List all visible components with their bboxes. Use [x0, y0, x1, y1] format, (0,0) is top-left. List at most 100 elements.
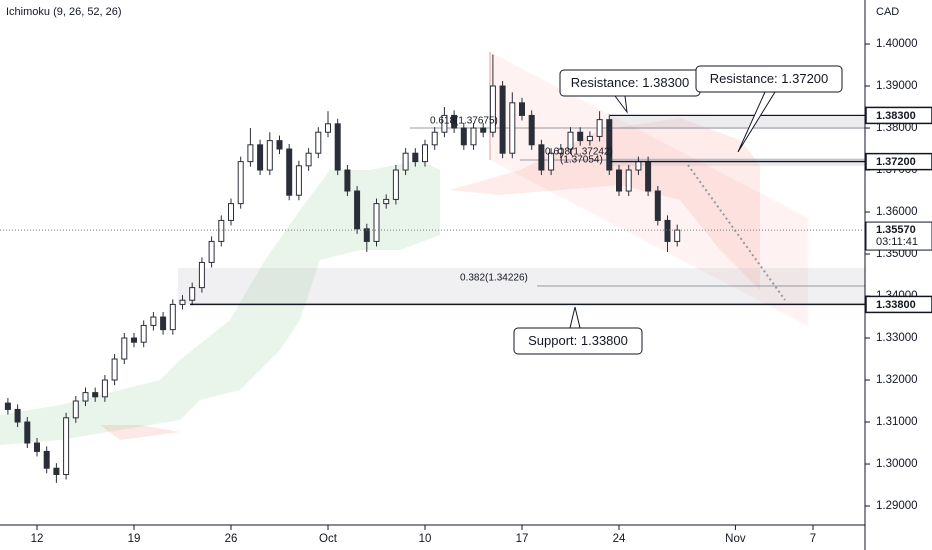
level-label-box — [865, 295, 932, 314]
fib-label: (1.37054) — [560, 155, 603, 166]
candle-body — [392, 169, 399, 200]
candle-body — [509, 102, 516, 154]
candle-body — [179, 299, 186, 305]
candle-body — [4, 402, 11, 410]
y-tick-label: 1.30000 — [876, 458, 918, 470]
candle-body — [169, 303, 176, 331]
candle-body — [344, 169, 351, 192]
candle-body — [92, 392, 99, 398]
candle-body — [227, 203, 234, 221]
candle-body — [63, 417, 70, 476]
candle-body — [237, 161, 244, 205]
x-tick-label: 17 — [516, 533, 529, 545]
candle-body — [160, 316, 167, 331]
candle-body — [53, 467, 60, 476]
candle-body — [305, 152, 312, 167]
candle-body — [635, 161, 642, 171]
candle-body — [373, 203, 380, 242]
candle-body — [286, 148, 293, 196]
candle-body — [654, 190, 661, 221]
x-tick-label: 24 — [613, 533, 626, 545]
callout-text: Resistance: 1.37200 — [710, 71, 829, 86]
candle-body — [247, 144, 254, 163]
candle-body — [189, 287, 196, 301]
countdown: 03:11:41 — [876, 236, 918, 248]
candle-body — [431, 131, 438, 146]
callout-text: Resistance: 1.38300 — [571, 75, 690, 90]
candle-body — [625, 169, 632, 192]
callout-box — [695, 65, 843, 93]
level-label: 1.38300 — [876, 110, 916, 122]
x-tick-label: 12 — [31, 533, 44, 545]
fib-label: 0.382(1.34226) — [460, 273, 528, 284]
candle-body — [150, 316, 157, 326]
candle-body — [499, 85, 506, 154]
candle-body — [266, 140, 273, 171]
candle-body — [130, 337, 137, 343]
cloud-bearish — [450, 118, 760, 290]
candle-body — [557, 148, 564, 154]
x-tick-label: 7 — [810, 533, 816, 545]
candle-body — [451, 114, 458, 129]
y-tick-label: 1.29000 — [876, 500, 918, 512]
candle-body — [596, 119, 603, 137]
candle-body — [363, 228, 370, 242]
candle-body — [519, 102, 526, 116]
candle-body — [412, 152, 419, 163]
candle-body — [383, 198, 390, 205]
x-tick-label: 26 — [225, 533, 238, 545]
candle-body — [101, 379, 108, 398]
candle-body — [460, 127, 467, 146]
level-label: 1.37200 — [876, 156, 916, 168]
candle-body — [567, 131, 574, 150]
plot — [4, 54, 681, 483]
callout-pointer — [737, 91, 776, 153]
candle-body — [43, 450, 50, 469]
candle-body — [586, 135, 593, 142]
candle-body — [577, 131, 584, 142]
candle-body — [14, 408, 21, 423]
callout-pointer — [569, 306, 581, 329]
last-price-label: 1.35570 — [876, 224, 916, 236]
candle-body — [208, 240, 215, 263]
candle-body — [480, 127, 487, 133]
candle-body — [72, 400, 79, 419]
candle-body — [325, 123, 332, 133]
level-label: 1.33800 — [876, 299, 916, 311]
candle-body — [402, 152, 409, 171]
candle-body — [470, 127, 477, 146]
candle-body — [198, 261, 205, 289]
candle-body — [33, 442, 40, 452]
candle-body — [24, 421, 31, 444]
y-tick-label: 1.35000 — [876, 248, 918, 260]
callout-box — [513, 327, 643, 355]
candle-body — [82, 392, 89, 402]
candle-body — [111, 358, 118, 381]
price-axis — [865, 0, 932, 550]
candle-body — [606, 119, 613, 171]
candle-body — [645, 161, 652, 192]
candle-body — [538, 144, 545, 171]
candle-body — [315, 131, 322, 154]
x-tick-label: Oct — [319, 533, 338, 545]
level-label-box — [865, 152, 932, 171]
callout-pointer — [614, 95, 628, 114]
overlays: 1.38300 Resistance: 1.38300 1.37200 Resista… — [0, 65, 932, 355]
y-tick-label: 1.38000 — [876, 122, 918, 134]
last-price-box — [865, 221, 932, 251]
y-tick-label: 1.33000 — [876, 332, 918, 344]
candle-body — [140, 324, 147, 343]
candle-body — [295, 165, 302, 196]
candle-body — [276, 140, 283, 150]
cloud-bearish — [100, 425, 180, 440]
x-tick-label: Nov — [725, 533, 746, 545]
candle-body — [528, 114, 535, 146]
candle-body — [354, 190, 361, 230]
currency: CAD — [876, 6, 899, 18]
candle-body — [674, 229, 681, 242]
fib-label: 0.618(1.37242) — [545, 147, 613, 158]
y-tick-label: 1.32000 — [876, 374, 918, 386]
y-tick-label: 1.40000 — [876, 38, 918, 50]
level-label-box — [865, 106, 932, 125]
